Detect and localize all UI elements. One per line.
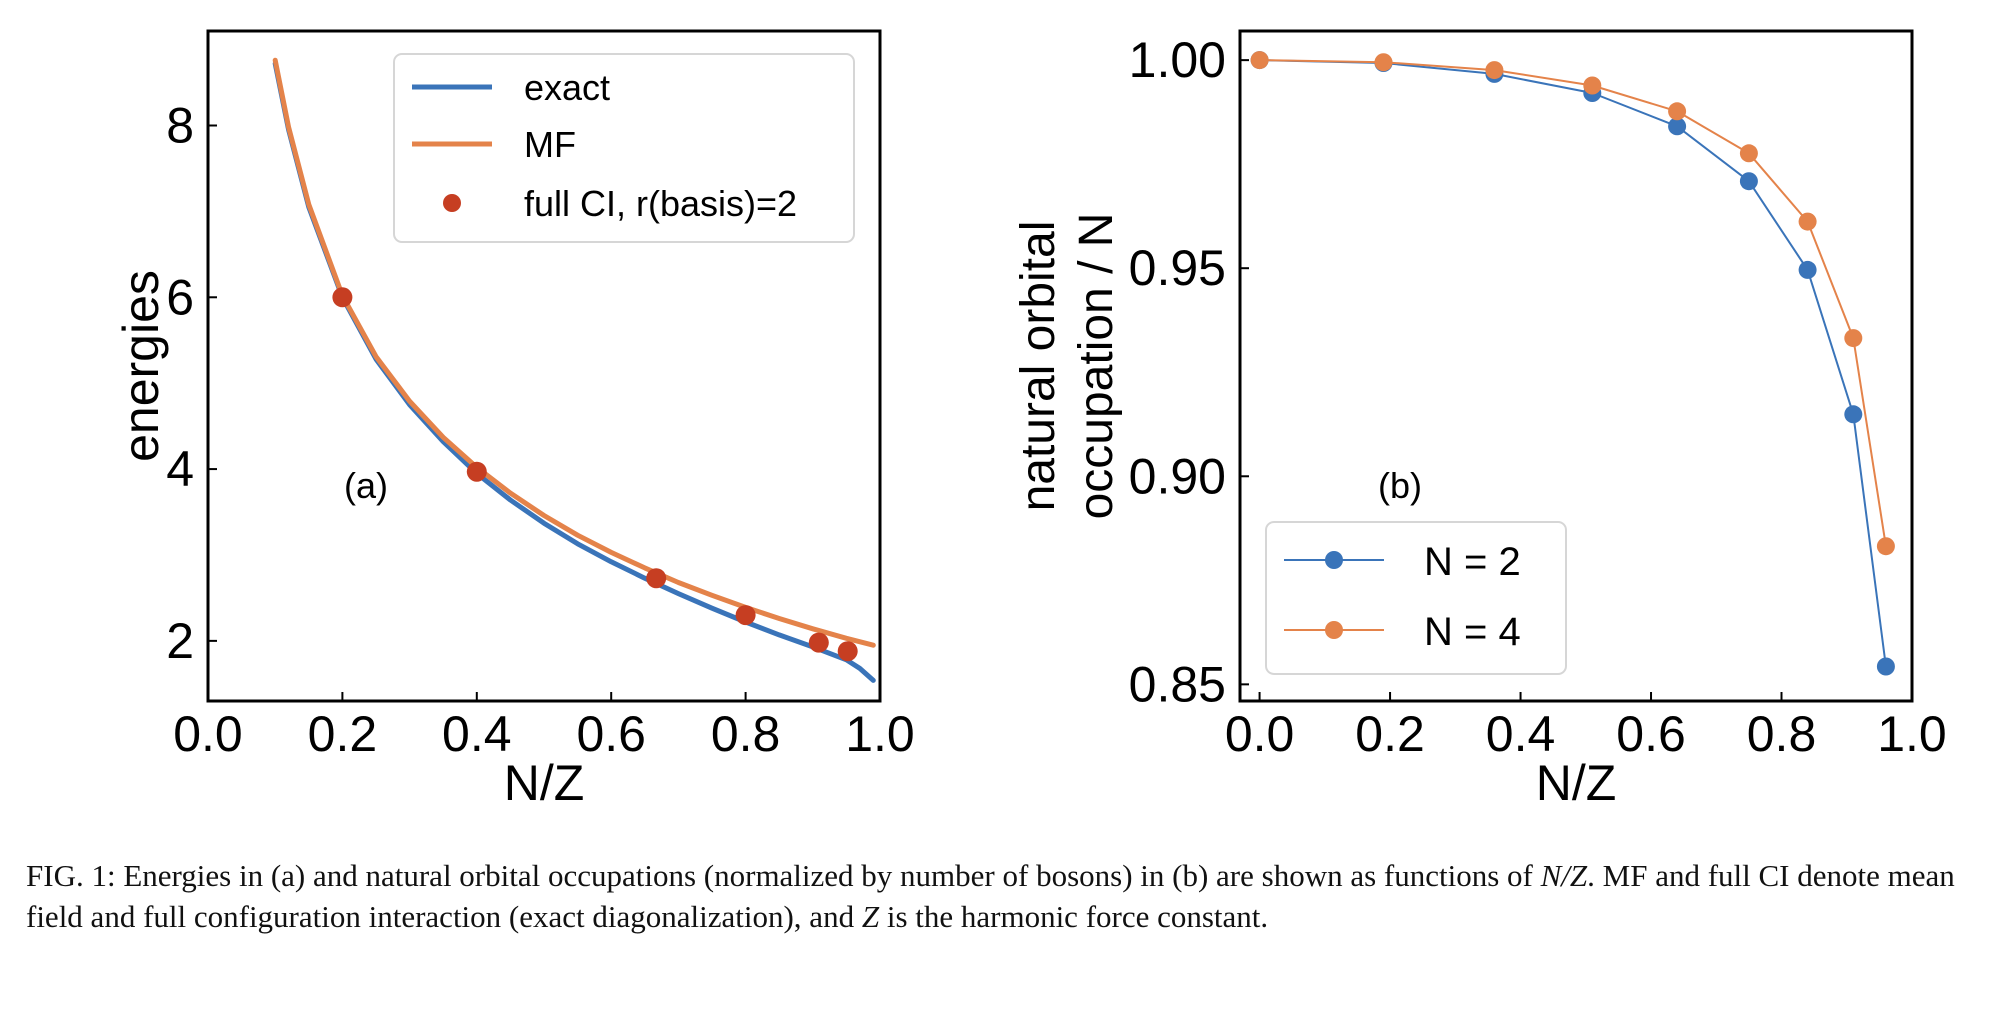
ytick-label-a-0: 2: [166, 613, 194, 669]
ytick-label-b-2: 0.95: [1129, 240, 1226, 296]
data-point-b-n-4-2: [1485, 61, 1504, 80]
ytick-label-b-3: 1.00: [1129, 32, 1226, 88]
ytick-label-b-1: 0.90: [1129, 448, 1226, 504]
legend-a-mf-label: MF: [524, 124, 576, 165]
xtick-label-b-0: 0.0: [1225, 706, 1295, 762]
ytick-label-a-1: 4: [166, 441, 194, 497]
data-point-a-full-ci-r-basis-2-0: [332, 287, 353, 308]
data-point-a-full-ci-r-basis-2-3: [735, 605, 756, 626]
data-point-a-full-ci-r-basis-2-1: [466, 461, 487, 482]
panel-b: 0.0 0.2 0.4 0.6 0.8 1.0 0.850.900.951.00 N/Z …: [1012, 29, 1947, 811]
figure: 0.0 0.2 0.4 0.6 0.8 1.0 2 4 6 8 N/Z energies (a)…: [113, 29, 1947, 811]
ylabel-a: energies: [113, 270, 169, 462]
series-line-a-mf: [272, 57, 876, 648]
legend-a-exact-label: exact: [524, 67, 610, 108]
data-point-b-n-4-5: [1739, 144, 1758, 163]
caption-math-z: Z: [861, 899, 880, 934]
ylabel-b-line2: occupation / N: [1070, 213, 1123, 520]
xtick-label-b-3: 0.6: [1616, 706, 1686, 762]
data-point-b-n-2-8: [1876, 657, 1895, 676]
caption-part3: is the harmonic force constant.: [879, 899, 1269, 934]
xtick-label-a-2: 0.4: [442, 706, 512, 762]
data-point-b-n-2-6: [1798, 260, 1817, 279]
xlabel-b: N/Z: [1536, 755, 1617, 811]
caption-math-nz: N/Z: [1540, 858, 1588, 893]
xtick-label-b-4: 0.8: [1747, 706, 1817, 762]
xtick-label-b-2: 0.4: [1486, 706, 1556, 762]
legend-b-n2-label: N = 2: [1424, 540, 1521, 584]
legend-b-frame: [1265, 521, 1567, 675]
legend-a-fullci-swatch: [443, 194, 461, 212]
ytick-label-a-2: 6: [166, 269, 194, 325]
legend-b: N = 2 N = 4: [1265, 521, 1567, 675]
xtick-label-a-0: 0.0: [173, 706, 243, 762]
figure-caption: FIG. 1: Energies in (a) and natural orbi…: [26, 855, 2001, 937]
data-point-b-n-4-0: [1250, 51, 1269, 70]
xtick-label-b-5: 1.0: [1877, 706, 1947, 762]
data-point-b-n-2-5: [1739, 172, 1758, 191]
data-point-b-n-4-7: [1844, 329, 1863, 348]
caption-part2: . MF and full CI denote mean field and f…: [26, 858, 1955, 934]
legend-b-n4-label: N = 4: [1424, 610, 1521, 654]
xtick-label-a-1: 0.2: [308, 706, 378, 762]
series-line-b-n-4: [1258, 59, 1887, 548]
data-point-b-n-2-4: [1668, 117, 1687, 136]
xtick-label-a-5: 1.0: [845, 706, 915, 762]
panel-a: 0.0 0.2 0.4 0.6 0.8 1.0 2 4 6 8 N/Z energies (a)…: [113, 29, 915, 811]
ylabel-b-line1: natural orbital: [1012, 221, 1065, 512]
data-point-b-n-2-7: [1844, 405, 1863, 424]
xtick-label-a-4: 0.8: [711, 706, 781, 762]
ytick-label-a-3: 8: [166, 97, 194, 153]
legend-a: exact MF full CI, r(basis)=2: [393, 53, 855, 243]
caption-part1: FIG. 1: Energies in (a) and natural orbi…: [26, 858, 1541, 893]
panel-label-a: (a): [344, 465, 388, 506]
legend-a-frame: [393, 53, 855, 243]
xtick-label-a-3: 0.6: [576, 706, 646, 762]
panel-label-b: (b): [1378, 465, 1422, 506]
data-point-b-n-4-6: [1798, 212, 1817, 231]
plot-area-a: [206, 29, 882, 703]
data-point-a-full-ci-r-basis-2-4: [808, 632, 829, 653]
data-point-b-n-4-8: [1876, 537, 1895, 556]
plot-area-b: [1238, 29, 1914, 703]
data-point-b-n-4-3: [1583, 76, 1602, 95]
ytick-label-b-0: 0.85: [1129, 656, 1226, 712]
legend-b-n4-swatch-marker: [1325, 621, 1343, 639]
data-point-b-n-4-4: [1668, 102, 1687, 121]
data-point-a-full-ci-r-basis-2-5: [837, 641, 858, 662]
legend-a-fullci-label: full CI, r(basis)=2: [524, 183, 797, 224]
legend-b-n2-swatch-marker: [1325, 551, 1343, 569]
data-point-a-full-ci-r-basis-2-2: [646, 568, 667, 589]
xlabel-a: N/Z: [504, 755, 585, 811]
xtick-label-b-1: 0.2: [1355, 706, 1425, 762]
data-point-b-n-4-1: [1374, 53, 1393, 72]
